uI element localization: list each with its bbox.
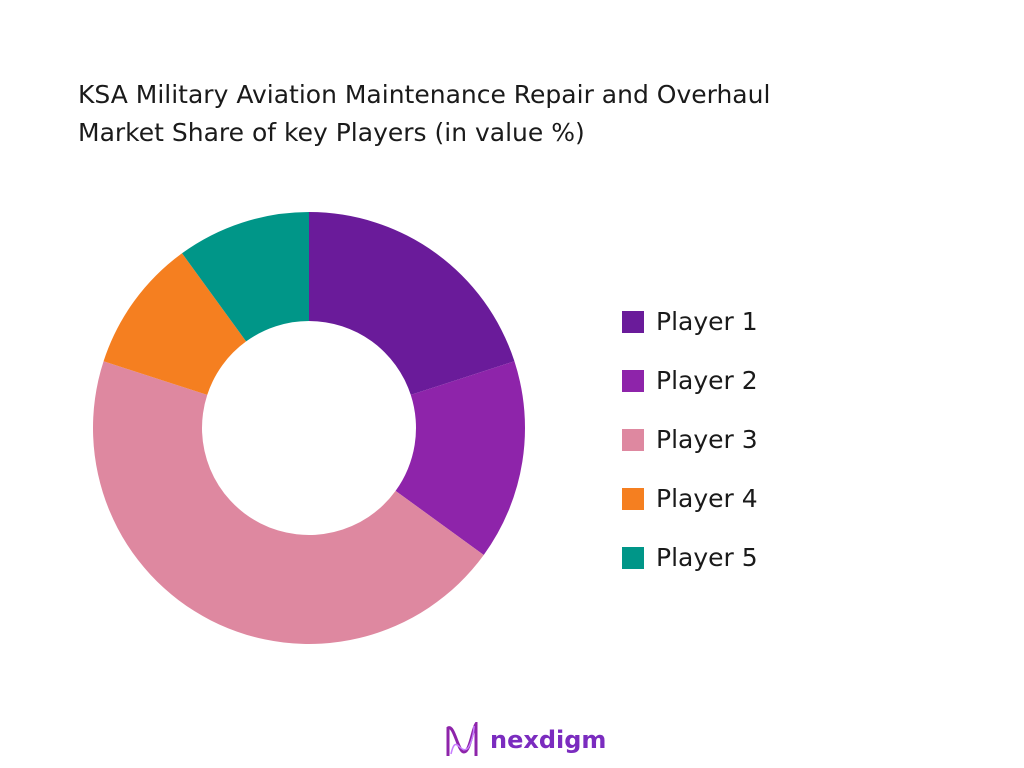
legend: Player 1 Player 2 Player 3 Player 4 Player 5: [622, 292, 758, 587]
legend-item: Player 2: [622, 351, 758, 410]
legend-item: Player 4: [622, 469, 758, 528]
slice-player-4: [103, 253, 247, 395]
legend-item: Player 1: [622, 292, 758, 351]
legend-label: Player 4: [656, 484, 758, 513]
legend-swatch: [622, 369, 644, 392]
legend-item: Player 5: [622, 528, 758, 587]
logo-text: nexdigm: [490, 726, 607, 754]
slice-player-2: [395, 361, 525, 555]
legend-label: Player 2: [656, 366, 758, 395]
legend-swatch: [622, 310, 644, 333]
legend-label: Player 3: [656, 425, 758, 454]
slice-player-3: [93, 361, 484, 644]
legend-swatch: [622, 546, 644, 569]
chart-title: KSA Military Aviation Maintenance Repair…: [78, 80, 771, 147]
nexdigm-wave-icon: [446, 722, 478, 756]
legend-label: Player 5: [656, 543, 758, 572]
legend-swatch: [622, 428, 644, 451]
nexdigm-logo: nexdigm: [444, 722, 606, 758]
legend-item: Player 3: [622, 410, 758, 469]
legend-swatch: [622, 487, 644, 510]
slice-player-5: [182, 212, 309, 342]
legend-label: Player 1: [656, 307, 758, 336]
slice-player-1: [309, 212, 515, 395]
